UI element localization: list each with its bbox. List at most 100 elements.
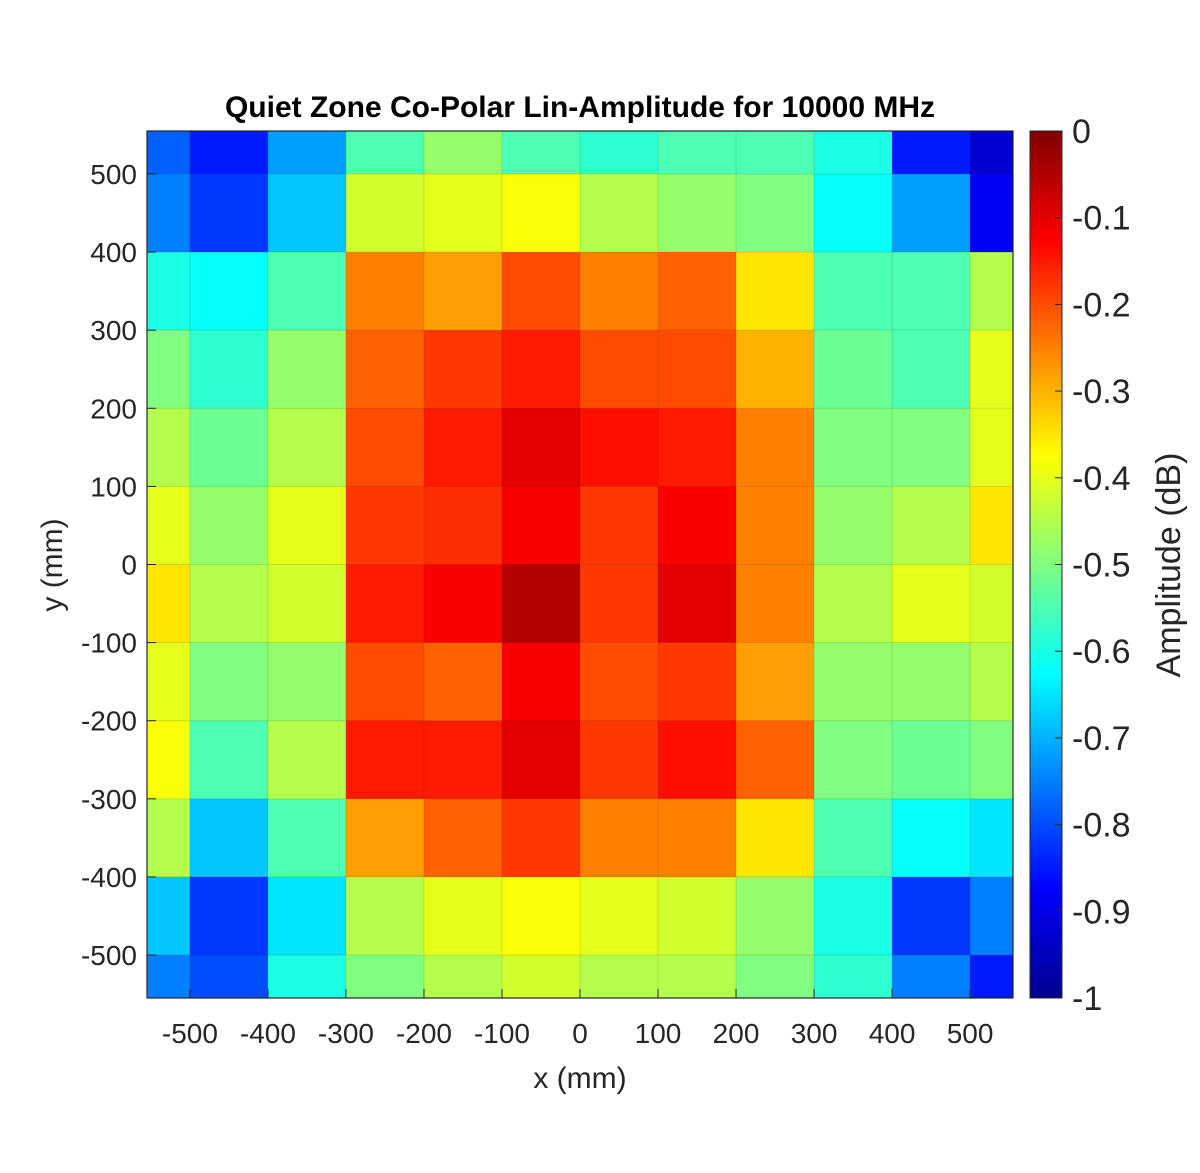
- heatmap-cell: [892, 131, 971, 175]
- heatmap-cell: [345, 955, 425, 998]
- heatmap-cell: [501, 564, 581, 644]
- heatmap-cell: [345, 642, 425, 722]
- heatmap-cell: [423, 876, 503, 956]
- heatmap-cell: [345, 408, 425, 487]
- y-tick-label: 200: [90, 393, 137, 424]
- heatmap-cell: [892, 720, 971, 800]
- heatmap-cell: [147, 408, 191, 487]
- colorbar-tick-label: -0.3: [1072, 373, 1131, 411]
- heatmap-cell: [736, 408, 815, 487]
- heatmap-cell: [423, 131, 503, 175]
- heatmap-cell: [501, 876, 581, 956]
- heatmap-cell: [501, 173, 581, 253]
- chart-title: Quiet Zone Co-Polar Lin-Amplitude for 10…: [225, 91, 935, 124]
- heatmap-cell: [423, 486, 503, 566]
- heatmap-cell: [267, 131, 347, 175]
- heatmap-cell: [580, 408, 659, 487]
- x-tick-label: -100: [474, 1018, 530, 1049]
- heatmap-cell: [345, 486, 425, 566]
- heatmap-cell: [736, 955, 815, 998]
- heatmap-cell: [736, 798, 815, 878]
- heatmap-cell: [501, 252, 581, 331]
- heatmap-cell: [267, 955, 347, 998]
- heatmap-cell: [267, 720, 347, 800]
- heatmap-cell: [423, 955, 503, 998]
- x-tick-label: 400: [869, 1018, 916, 1049]
- heatmap-cell: [189, 720, 269, 800]
- heatmap-cell: [501, 330, 581, 409]
- heatmap-cell: [970, 486, 1013, 566]
- x-tick-label: 300: [791, 1018, 838, 1049]
- heatmap-cell: [423, 408, 503, 487]
- heatmap-cell: [267, 798, 347, 878]
- heatmap-cell: [892, 642, 971, 722]
- heatmap-cell: [501, 642, 581, 722]
- heatmap-cell: [267, 564, 347, 644]
- heatmap-cell: [658, 173, 737, 253]
- heatmap-cell: [970, 330, 1013, 409]
- colorbar-tick-label: -0.5: [1072, 547, 1131, 585]
- heatmap-cell: [892, 408, 971, 487]
- heatmap-cell: [970, 408, 1013, 487]
- heatmap-cell: [580, 876, 659, 956]
- heatmap-cell: [658, 131, 737, 175]
- heatmap-cell: [580, 564, 659, 644]
- y-tick-label: 500: [90, 159, 137, 190]
- heatmap-cell: [658, 252, 737, 331]
- heatmap-cell: [736, 131, 815, 175]
- heatmap-cell: [892, 955, 971, 998]
- heatmap-cell: [892, 876, 971, 956]
- colorbar-label: Amplitude (dB): [1150, 453, 1188, 678]
- heatmap-cell: [189, 486, 269, 566]
- colorbar-tick-label: -0.8: [1072, 807, 1131, 845]
- y-tick-label: -500: [81, 940, 137, 971]
- heatmap-cell: [580, 720, 659, 800]
- heatmap-cell: [147, 486, 191, 566]
- heatmap-cell: [189, 955, 269, 998]
- heatmap-cell: [814, 486, 893, 566]
- heatmap-cell: [423, 798, 503, 878]
- heatmap-cell: [580, 642, 659, 722]
- y-axis-ticks: 500 400 300 200 100 0 -100 -200 -300 -400 -500: [81, 159, 156, 971]
- heatmap-cell: [189, 798, 269, 878]
- colorbar-tick-label: -0.6: [1072, 633, 1131, 671]
- heatmap-cell: [189, 173, 269, 253]
- heatmap-cell: [189, 876, 269, 956]
- heatmap-cell: [658, 330, 737, 409]
- heatmap-cell: [814, 408, 893, 487]
- heatmap-cell: [189, 131, 269, 175]
- heatmap-cell: [658, 564, 737, 644]
- heatmap-cell: [147, 876, 191, 956]
- y-tick-label: -200: [81, 706, 137, 737]
- heatmap-cell: [345, 876, 425, 956]
- heatmap-cell: [970, 252, 1013, 331]
- x-axis-label: x (mm): [533, 1062, 626, 1095]
- heatmap-cell: [658, 720, 737, 800]
- y-tick-label: -100: [81, 628, 137, 659]
- colorbar-tick-label: -0.2: [1072, 286, 1131, 324]
- heatmap-cell: [892, 798, 971, 878]
- heatmap-cell: [814, 131, 893, 175]
- heatmap-cell: [189, 252, 269, 331]
- heatmap-cell: [892, 330, 971, 409]
- colorbar-tick-label: -1: [1072, 980, 1102, 1018]
- heatmap-cell: [423, 330, 503, 409]
- heatmap-cell: [267, 876, 347, 956]
- grid-lines: [147, 131, 1013, 998]
- y-tick-label: 0: [121, 550, 137, 581]
- x-tick-label: 100: [635, 1018, 682, 1049]
- y-tick-label: 300: [90, 315, 137, 346]
- heatmap-cell: [147, 642, 191, 722]
- colorbar-tick-label: -0.4: [1072, 460, 1131, 498]
- heatmap-cell: [580, 486, 659, 566]
- heatmap-cell: [501, 720, 581, 800]
- y-axis-label: y (mm): [36, 518, 69, 611]
- heatmap-cell: [423, 642, 503, 722]
- heatmap-cell: [736, 642, 815, 722]
- heatmap-cell: [580, 131, 659, 175]
- heatmap-cell: [501, 486, 581, 566]
- y-tick-label: 100: [90, 471, 137, 502]
- heatmap-cell: [147, 720, 191, 800]
- x-tick-label: -500: [162, 1018, 218, 1049]
- colorbar-tick-label: -0.1: [1072, 200, 1131, 238]
